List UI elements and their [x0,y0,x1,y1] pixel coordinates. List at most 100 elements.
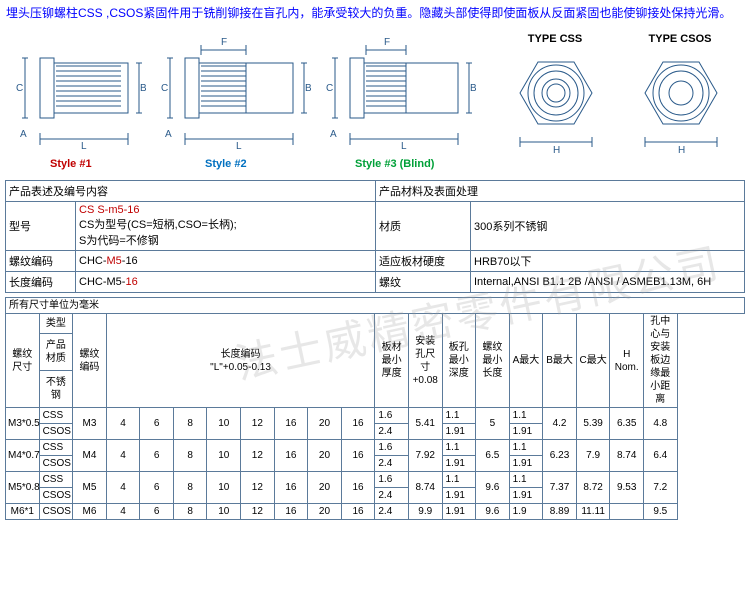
svg-text:L: L [236,141,242,152]
cell-H: 6.35 [610,408,644,440]
cell-B: 8.89 [543,504,577,520]
cell-A: 1.91 [509,488,543,504]
val-hardness: HRB70以下 [471,251,745,272]
cell-len: 10 [207,440,241,472]
cell-t: 1.6 [375,408,409,424]
cell-len: 10 [207,408,241,440]
type-csos-label: TYPE CSOS [626,33,734,45]
cell-C: 7.9 [576,440,610,472]
cell-len: 8 [173,408,207,440]
cell-len: 20 [308,408,342,440]
label-hardness: 适应板材硬度 [376,251,471,272]
hdr-threadcode: 螺纹编码 [73,314,107,408]
cell-A: 1.1 [509,472,543,488]
cell-code: M3 [73,408,107,440]
cell-len: 20 [308,504,342,520]
cell-variant: CSS [39,440,73,456]
cell-variant: CSOS [39,424,73,440]
cell-d: 1.91 [442,504,476,520]
cell-len: 8 [173,504,207,520]
cell-B: 4.2 [543,408,577,440]
dim-a: A [20,129,27,140]
cell-code: M6 [73,504,107,520]
svg-text:C: C [161,83,168,94]
cell-len: 6 [140,440,174,472]
cell-len: 16 [341,408,375,440]
cell-hole: 5.41 [408,408,442,440]
cell-d: 1.1 [442,408,476,424]
cell-A: 1.91 [509,424,543,440]
label-model: 型号 [6,202,76,251]
cell-thread: M5*0.8 [6,472,40,504]
style1-label: Style #1 [50,158,92,170]
cell-len: 4 [106,504,140,520]
cell-C: 5.39 [576,408,610,440]
cell-C: 8.72 [576,472,610,504]
cell-variant: CSOS [39,504,73,520]
cell-variant: CSOS [39,488,73,504]
cell-len: 16 [341,472,375,504]
dim-l: L [81,141,87,152]
cell-hole: 8.74 [408,472,442,504]
cell-tl: 9.6 [476,472,510,504]
cell-d: 1.1 [442,440,476,456]
cell-t: 2.4 [375,424,409,440]
svg-text:F: F [384,37,390,48]
diagram-hex-css: TYPE CSS H [500,32,610,159]
val-thread: Internal,ANSI B1.1 2B /ANSI / ASMEB1.13M… [471,272,745,293]
dim-f: F [221,37,227,48]
cell-d: 1.91 [442,488,476,504]
val-thread-code: CHC-M5-16 [76,251,376,272]
spec-table: 所有尺寸单位为毫米 螺纹尺寸 类型 螺纹编码 长度编码"L"+0.05-0.13… [5,297,745,520]
hdr-lencode: 长度编码"L"+0.05-0.13 [106,314,375,408]
cell-len: 20 [308,472,342,504]
cell-t: 1.6 [375,440,409,456]
cell-t: 2.4 [375,504,409,520]
cell-len: 10 [207,504,241,520]
svg-text:H: H [678,145,685,155]
cell-edge: 4.8 [643,408,677,440]
label-thread: 螺纹 [376,272,471,293]
cell-t: 2.4 [375,488,409,504]
svg-text:C: C [326,83,333,94]
cell-thread: M6*1 [6,504,40,520]
info-hdr-1: 产品表述及编号内容 [6,181,376,202]
cell-len: 6 [140,504,174,520]
cell-hole: 7.92 [408,440,442,472]
val-len-code: CHC-M5-16 [76,272,376,293]
diagram-style1: A L C B [15,32,145,154]
svg-text:A: A [165,129,172,140]
hdr-product: 产品材质 [39,334,73,371]
cell-A: 1.1 [509,440,543,456]
cell-len: 10 [207,472,241,504]
hdr-minthick: 板材最小厚度 [375,314,409,408]
diagram-style2: F A L C B [160,32,310,154]
cell-variant: CSS [39,472,73,488]
cell-len: 16 [274,504,308,520]
val-model: CS S-m5-16 CS为型号(CS=短柄,CSO=长柄); S为代码=不修钢 [76,202,376,251]
cell-tl: 6.5 [476,440,510,472]
label-material: 材质 [376,202,471,251]
cell-len: 12 [241,472,275,504]
cell-A: 1.91 [509,456,543,472]
cell-len: 12 [241,408,275,440]
unit-row: 所有尺寸单位为毫米 [6,298,745,314]
hdr-threadlen: 螺纹最小长度 [476,314,510,408]
cell-C: 11.11 [576,504,610,520]
info-table: 产品表述及编号内容 产品材料及表面处理 型号 CS S-m5-16 CS为型号(… [5,180,745,293]
cell-tl: 5 [476,408,510,440]
svg-text:A: A [330,129,337,140]
cell-B: 6.23 [543,440,577,472]
label-thread-code: 螺纹编码 [6,251,76,272]
cell-len: 6 [140,472,174,504]
cell-code: M4 [73,440,107,472]
cell-d: 1.1 [442,472,476,488]
hdr-B: B最大 [543,314,577,408]
svg-text:B: B [305,83,311,94]
hdr-thread: 螺纹尺寸 [6,314,40,408]
cell-len: 16 [341,504,375,520]
cell-H [610,504,644,520]
info-hdr-2: 产品材料及表面处理 [376,181,745,202]
cell-len: 12 [241,504,275,520]
style2-label: Style #2 [205,158,247,170]
